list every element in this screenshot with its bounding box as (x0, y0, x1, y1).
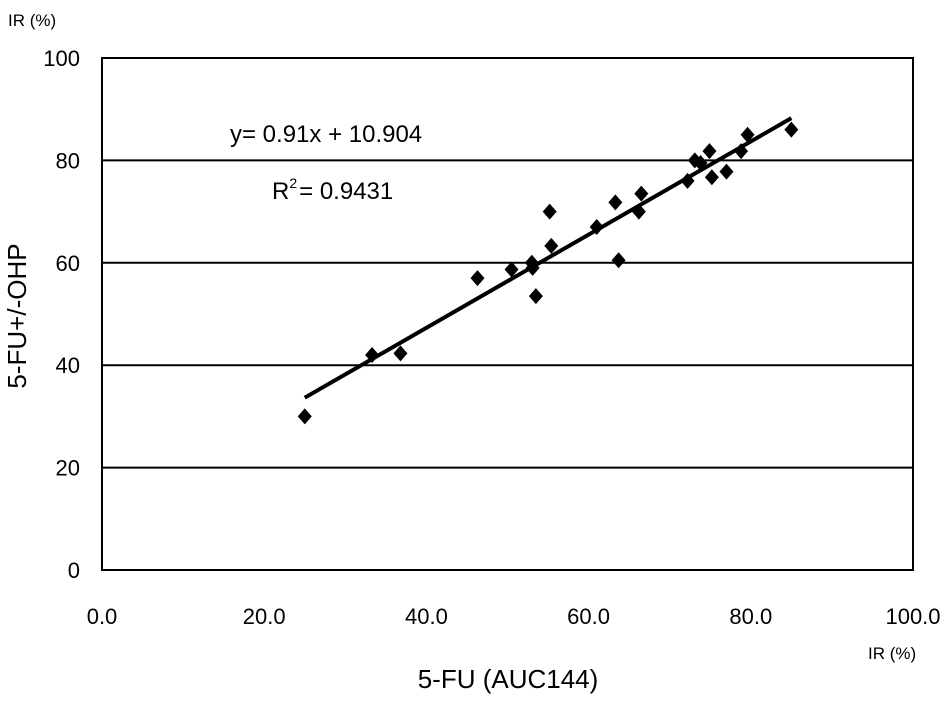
x-tick-labels: 0.0 20.0 40.0 60.0 80.0 100.0 (87, 604, 941, 629)
data-point (611, 252, 626, 269)
x-tick-label: 60.0 (567, 604, 610, 629)
data-point (589, 218, 604, 235)
data-point (528, 288, 543, 305)
r-squared-exponent: 2 (289, 175, 297, 191)
y-tick-label: 100 (43, 46, 80, 71)
x-tick-label: 0.0 (87, 604, 118, 629)
data-point (702, 143, 717, 160)
data-point (734, 143, 749, 160)
y-unit-label: IR (%) (8, 11, 56, 30)
y-tick-label: 80 (56, 148, 80, 173)
plot-area-frame (101, 57, 914, 571)
data-point (365, 346, 380, 363)
data-point (784, 121, 799, 138)
r-squared-prefix: R (272, 178, 289, 205)
r-squared-label: R2= 0.9431 (272, 175, 393, 205)
x-tick-label: 20.0 (243, 604, 286, 629)
data-point (525, 259, 540, 276)
y-tick-label: 0 (68, 558, 80, 583)
y-tick-labels: 0 20 40 60 80 100 (43, 46, 80, 583)
data-point (504, 261, 519, 278)
data-point (297, 408, 312, 425)
x-axis-title: 5-FU (AUC144) (418, 664, 599, 694)
data-point (634, 185, 649, 202)
x-tick-label: 80.0 (729, 604, 772, 629)
data-point (680, 172, 695, 189)
data-point (542, 203, 557, 220)
data-point (470, 270, 485, 287)
data-point (608, 194, 623, 211)
y-tick-label: 60 (56, 251, 80, 276)
data-point (631, 203, 646, 220)
data-point (740, 126, 755, 143)
trendline (303, 116, 793, 400)
data-point (693, 154, 708, 171)
gridlines (102, 159, 913, 469)
regression-equation: y= 0.91x + 10.904 (230, 121, 422, 148)
x-tick-label: 40.0 (405, 604, 448, 629)
r-squared-value: = 0.9431 (299, 178, 393, 205)
data-point (393, 345, 408, 362)
x-unit-label: IR (%) (868, 644, 916, 663)
data-point (544, 237, 559, 254)
data-points (297, 121, 799, 425)
y-tick-label: 40 (56, 353, 80, 378)
y-axis-title: 5-FU+/-OHP (2, 243, 32, 388)
data-point (719, 163, 734, 180)
data-point (704, 169, 719, 186)
x-tick-label: 100.0 (885, 604, 940, 629)
y-tick-label: 20 (56, 456, 80, 481)
